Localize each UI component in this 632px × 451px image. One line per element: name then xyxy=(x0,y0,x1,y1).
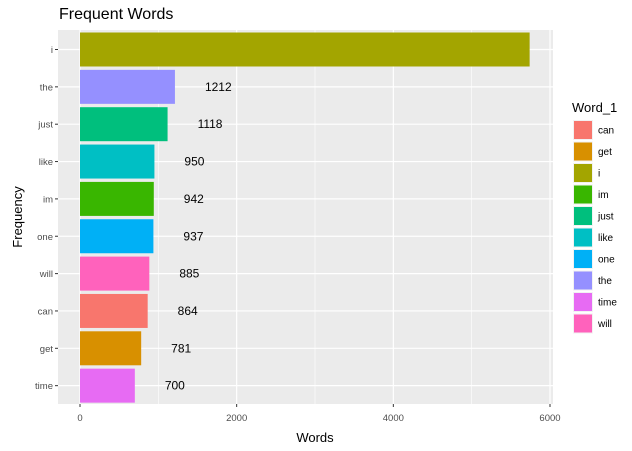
bar-time xyxy=(80,368,135,403)
data-label-im: 942 xyxy=(184,192,204,206)
legend-swatch-time xyxy=(574,293,592,311)
legend-swatch-like xyxy=(574,228,592,247)
y-tick-label-like: like xyxy=(39,157,53,168)
x-tick-label: 4000 xyxy=(383,413,404,424)
legend-label-the: the xyxy=(598,276,612,287)
data-label-will: 885 xyxy=(179,267,199,281)
data-label-the: 1212 xyxy=(205,80,232,94)
x-tick-label: 0 xyxy=(77,413,82,424)
y-tick-label-can: can xyxy=(38,306,53,317)
legend-label-i: i xyxy=(598,169,600,180)
legend-swatch-get xyxy=(574,142,592,161)
legend-label-can: can xyxy=(598,126,614,137)
legend-swatch-just xyxy=(574,207,592,225)
bar-just xyxy=(80,107,168,142)
y-tick-label-the: the xyxy=(40,82,53,93)
legend-label-im: im xyxy=(598,190,609,201)
legend-swatch-can xyxy=(574,121,592,139)
bar-one xyxy=(80,219,154,254)
bar-like xyxy=(80,144,155,179)
data-label-just: 1118 xyxy=(198,117,223,131)
y-tick-label-im: im xyxy=(43,194,53,205)
y-axis-title: Frequency xyxy=(10,186,25,248)
legend-label-one: one xyxy=(598,255,615,266)
bar-i xyxy=(80,32,530,67)
legend-label-like: like xyxy=(598,233,613,244)
bar-can xyxy=(80,293,148,328)
legend-swatch-one xyxy=(574,250,592,268)
data-label-get: 781 xyxy=(171,341,191,355)
data-label-time: 700 xyxy=(165,379,185,393)
y-tick-label-will: will xyxy=(39,269,53,280)
legend-label-time: time xyxy=(598,298,617,309)
data-label-like: 950 xyxy=(184,155,204,169)
legend-label-get: get xyxy=(598,147,612,158)
bar-the xyxy=(80,69,175,104)
x-axis-title: Words xyxy=(296,430,334,445)
y-tick-label-one: one xyxy=(37,232,53,243)
y-tick-label-just: just xyxy=(37,120,53,131)
legend: Word_1 can get i im just like one the time will xyxy=(572,100,617,334)
y-tick-label-get: get xyxy=(40,344,54,355)
legend-title: Word_1 xyxy=(572,100,617,115)
x-tick-labels: 0 2000 4000 6000 xyxy=(77,404,561,424)
legend-swatch-im xyxy=(574,185,592,204)
bar-im xyxy=(80,181,154,216)
x-tick-label: 2000 xyxy=(226,413,247,424)
legend-swatch-i xyxy=(574,164,592,182)
chart-title: Frequent Words xyxy=(59,6,173,23)
x-tick-label: 6000 xyxy=(539,413,560,424)
data-label-can: 864 xyxy=(178,304,198,318)
y-tick-labels: i the just like im one will can get time xyxy=(35,45,58,392)
legend-swatch-the xyxy=(574,271,592,290)
data-label-one: 937 xyxy=(183,229,203,243)
y-tick-label-time: time xyxy=(35,381,53,392)
legend-swatch-will xyxy=(574,314,592,333)
bar-will xyxy=(80,256,150,291)
legend-label-just: just xyxy=(597,212,614,223)
bar-get xyxy=(80,331,142,366)
legend-label-will: will xyxy=(597,319,612,330)
y-tick-label-i: i xyxy=(51,45,53,56)
bars: 1212 1118 950 942 937 885 864 781 700 xyxy=(80,32,530,403)
